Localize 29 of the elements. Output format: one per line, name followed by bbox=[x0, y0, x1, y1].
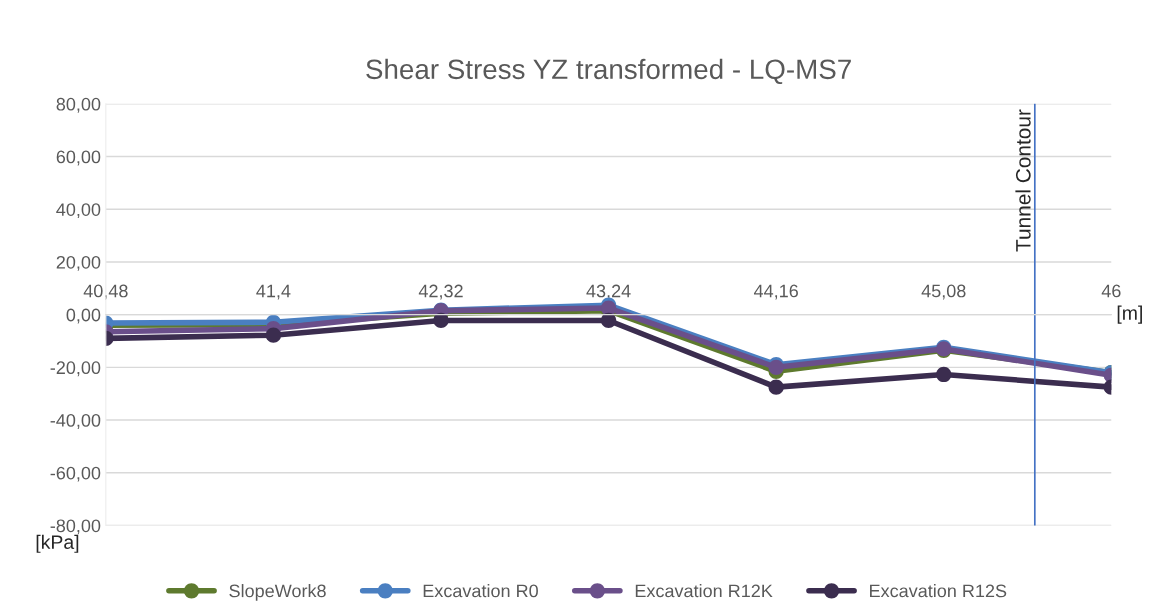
y-axis-title: [kPa] bbox=[36, 534, 79, 553]
y-tick-label: 0,00 bbox=[66, 308, 101, 324]
y-tick-label: 60,00 bbox=[56, 150, 101, 166]
y-tick-label: -60,00 bbox=[50, 466, 101, 482]
legend-label: Excavation R12K bbox=[635, 584, 773, 598]
y-tick-label: -40,00 bbox=[50, 414, 101, 429]
y-tick-label: 20,00 bbox=[56, 255, 101, 271]
x-axis-title: [m] bbox=[1117, 305, 1142, 324]
point bbox=[600, 312, 617, 329]
y-tick-label: 80,00 bbox=[56, 97, 101, 113]
x-tick-label: 45,08 bbox=[921, 284, 966, 300]
x-tick-label: 46 bbox=[1101, 284, 1121, 298]
point bbox=[265, 327, 282, 343]
point bbox=[936, 366, 952, 383]
legend-label: Excavation R0 bbox=[423, 584, 538, 598]
x-tick-label: 42,32 bbox=[418, 284, 463, 300]
ref-line-label: Tunnel Contour bbox=[1015, 109, 1031, 252]
point bbox=[433, 312, 449, 329]
point bbox=[768, 379, 784, 395]
x-tick-label: 41,4 bbox=[256, 284, 291, 300]
y-tick-label: -80,00 bbox=[50, 519, 101, 535]
x-tick-label: 40,48 bbox=[83, 284, 128, 300]
y-tick-label: -20,00 bbox=[50, 361, 101, 377]
x-tick-label: 43,24 bbox=[586, 284, 631, 300]
legend-label: Excavation R12S bbox=[870, 584, 1007, 598]
y-tick-label: 40,00 bbox=[56, 203, 101, 219]
legend-label: SlopeWork8 bbox=[229, 584, 326, 601]
chart-title: Shear Stress YZ transformed - LQ-MS7 bbox=[366, 58, 851, 85]
x-tick-label: 44,16 bbox=[753, 284, 798, 300]
